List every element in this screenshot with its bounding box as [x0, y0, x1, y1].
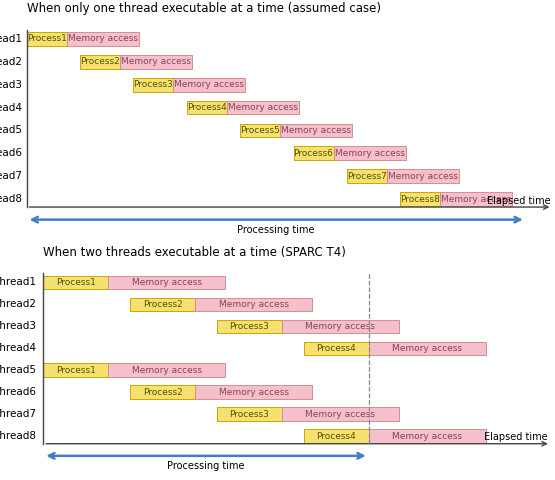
Text: Process1: Process1	[56, 277, 96, 287]
Bar	[195, 298, 312, 311]
Text: Process3: Process3	[229, 322, 269, 331]
Text: Processing time: Processing time	[167, 461, 245, 471]
Bar	[280, 123, 352, 137]
Bar	[187, 101, 227, 114]
Bar	[240, 123, 280, 137]
Text: Memory access: Memory access	[132, 277, 202, 287]
Bar	[369, 430, 486, 443]
Text: Process2: Process2	[143, 300, 183, 309]
Text: Process4: Process4	[316, 432, 356, 441]
Text: Memory access: Memory access	[335, 149, 405, 158]
Text: Process5: Process5	[240, 126, 280, 135]
Text: Thread3: Thread3	[0, 321, 37, 331]
Bar	[120, 55, 192, 69]
Text: Memory access: Memory access	[228, 103, 298, 112]
Text: Memory access: Memory access	[174, 80, 244, 89]
Bar	[334, 146, 406, 160]
Text: Process4: Process4	[187, 103, 226, 112]
Text: Memory access: Memory access	[441, 194, 511, 204]
Text: Thread8: Thread8	[0, 431, 37, 441]
Text: Memory access: Memory access	[305, 409, 375, 419]
Text: Process6: Process6	[294, 149, 334, 158]
Bar	[43, 276, 108, 289]
Text: Memory access: Memory access	[219, 300, 289, 309]
Text: Thread7: Thread7	[0, 171, 22, 181]
Bar	[217, 408, 282, 420]
Text: Memory access: Memory access	[392, 344, 462, 353]
Bar	[173, 78, 245, 92]
Bar	[347, 169, 387, 183]
Text: Process4: Process4	[316, 344, 356, 353]
Bar	[80, 55, 120, 69]
Text: Process3: Process3	[229, 409, 269, 419]
Bar	[108, 363, 225, 377]
Text: Process1: Process1	[56, 366, 96, 374]
Bar	[304, 341, 369, 355]
Text: Memory access: Memory access	[388, 172, 458, 180]
Text: Memory access: Memory access	[281, 126, 351, 135]
Bar	[282, 320, 399, 333]
Bar	[130, 385, 195, 399]
Text: Process2: Process2	[80, 57, 120, 66]
Bar	[108, 276, 225, 289]
Text: Memory access: Memory access	[121, 57, 191, 66]
Bar	[294, 146, 334, 160]
Text: Memory access: Memory access	[219, 387, 289, 396]
Text: Elapsed time: Elapsed time	[485, 432, 548, 443]
Text: Thread8: Thread8	[0, 194, 22, 204]
Text: Process8: Process8	[400, 194, 440, 204]
Text: Elapsed time: Elapsed time	[487, 196, 551, 205]
Text: Thread3: Thread3	[0, 80, 22, 90]
Text: Thread4: Thread4	[0, 103, 22, 112]
Text: Process2: Process2	[143, 387, 183, 396]
Bar	[195, 385, 312, 399]
Text: When two threads executable at a time (SPARC T4): When two threads executable at a time (S…	[43, 246, 346, 259]
Text: Thread2: Thread2	[0, 57, 22, 67]
Text: Process3: Process3	[134, 80, 173, 89]
Text: Thread5: Thread5	[0, 125, 22, 135]
Text: Thread6: Thread6	[0, 387, 37, 397]
Bar	[282, 408, 399, 420]
Bar	[217, 320, 282, 333]
Bar	[227, 101, 299, 114]
Bar	[440, 192, 512, 206]
Bar	[400, 192, 440, 206]
Bar	[304, 430, 369, 443]
Text: Thread1: Thread1	[0, 34, 22, 44]
Text: Thread7: Thread7	[0, 409, 37, 419]
Text: Memory access: Memory access	[305, 322, 375, 331]
Text: Memory access: Memory access	[68, 35, 138, 43]
Bar	[43, 363, 108, 377]
Text: Thread5: Thread5	[0, 365, 37, 375]
Bar	[67, 32, 139, 46]
Text: Process1: Process1	[27, 35, 67, 43]
Bar	[27, 32, 67, 46]
Text: Thread6: Thread6	[0, 148, 22, 158]
Bar	[387, 169, 459, 183]
Bar	[130, 298, 195, 311]
Text: Memory access: Memory access	[132, 366, 202, 374]
Text: Memory access: Memory access	[392, 432, 462, 441]
Text: Thread1: Thread1	[0, 277, 37, 287]
Text: Thread4: Thread4	[0, 343, 37, 353]
Text: When only one thread executable at a time (assumed case): When only one thread executable at a tim…	[27, 1, 381, 14]
Text: Process7: Process7	[347, 172, 387, 180]
Bar	[369, 341, 486, 355]
Text: Thread2: Thread2	[0, 299, 37, 309]
Text: Processing time: Processing time	[238, 225, 315, 235]
Bar	[133, 78, 173, 92]
